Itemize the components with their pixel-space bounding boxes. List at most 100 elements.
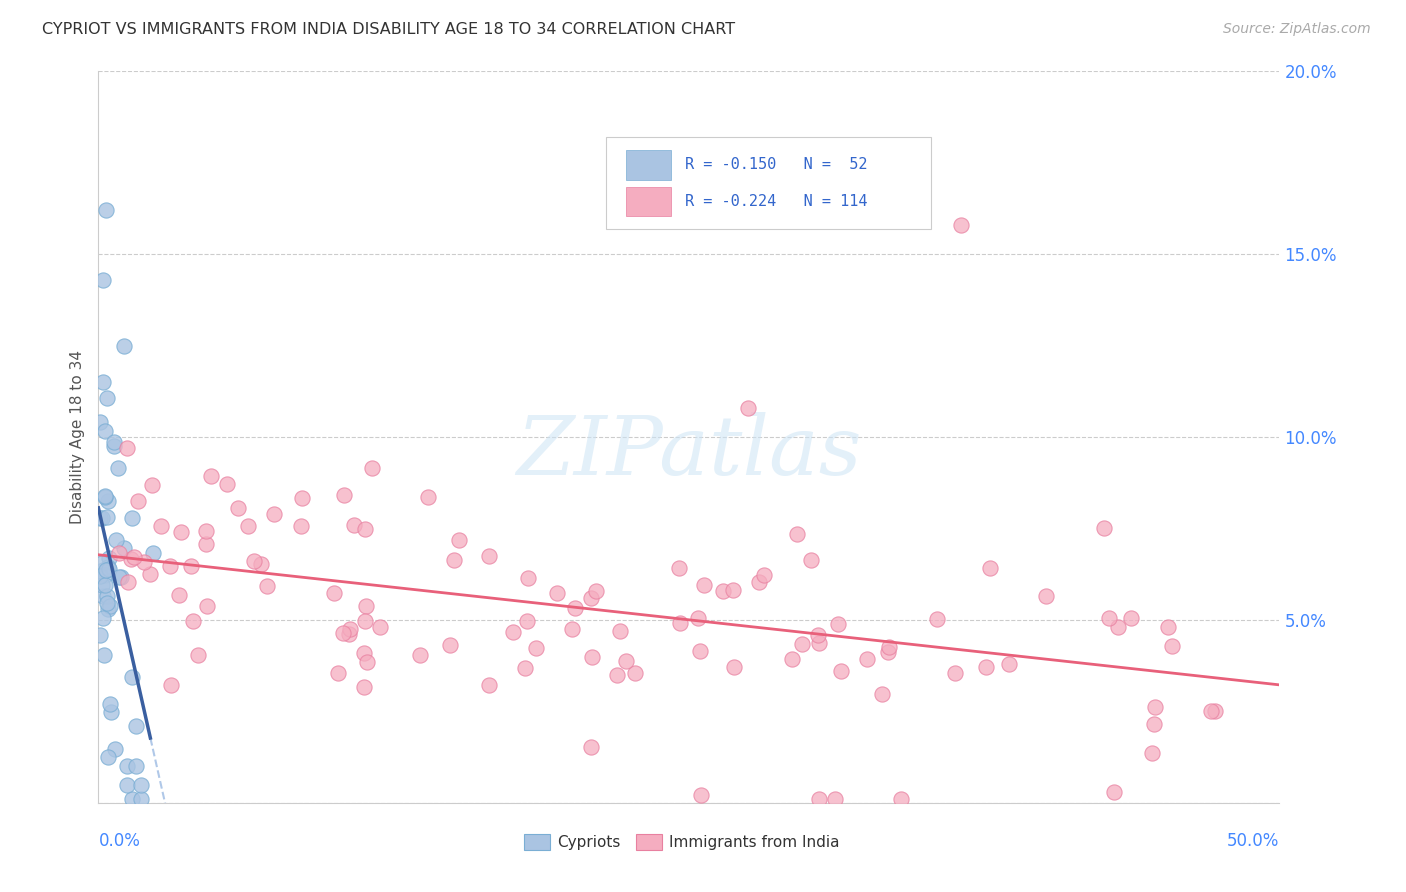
Point [564,601,586,615]
Point [121,792,143,806]
Point [94,568,117,582]
Text: ZIPatlas: ZIPatlas [516,412,862,491]
Point [925,612,948,626]
Point [606,668,628,682]
Point [353,681,375,695]
Point [546,585,568,599]
Point [409,648,432,662]
Point [115,778,138,792]
Point [561,623,583,637]
Point [91,273,114,287]
Point [579,591,602,606]
Bar [626,187,671,216]
Point [998,657,1021,672]
Text: CYPRIOT VS IMMIGRANTS FROM INDIA DISABILITY AGE 18 TO 34 CORRELATION CHART: CYPRIOT VS IMMIGRANTS FROM INDIA DISABIL… [42,22,735,37]
Point [97,602,120,616]
Point [96,596,118,610]
Point [187,648,209,662]
Point [115,442,138,456]
Point [800,553,823,567]
Point [877,645,900,659]
Point [103,434,125,449]
Point [105,533,128,547]
Point [737,401,759,415]
Point [103,439,125,453]
Text: 0.0%: 0.0% [98,832,141,850]
Point [94,489,117,503]
Point [91,589,114,603]
Point [141,546,163,560]
Point [91,375,114,389]
Point [100,705,122,719]
Point [974,660,997,674]
Point [780,652,803,666]
Point [115,759,138,773]
Point [827,616,849,631]
Point [356,655,378,669]
Point [721,583,744,598]
Point [94,203,117,218]
Point [122,550,145,565]
Point [91,610,114,624]
Point [1143,716,1166,731]
Point [579,740,602,755]
Point [263,508,285,522]
Point [870,687,893,701]
Point [752,567,775,582]
Point [949,218,972,232]
Point [416,490,439,504]
Point [110,570,132,584]
Point [89,569,111,583]
Point [159,559,181,574]
Point [513,661,536,675]
Point [107,461,129,475]
Point [91,563,114,577]
Point [236,518,259,533]
Point [93,648,115,662]
Point [616,654,638,668]
Point [125,759,148,773]
Point [343,517,366,532]
Point [830,664,852,678]
Text: Immigrants from India: Immigrants from India [669,835,839,850]
Point [747,575,769,590]
Point [97,750,120,764]
Point [290,518,312,533]
Point [97,562,120,576]
Bar [626,151,671,179]
Point [141,478,163,492]
Point [339,622,361,636]
Point [150,519,173,533]
Point [256,579,278,593]
Point [129,778,152,792]
Point [134,555,156,569]
Point [1102,785,1125,799]
Point [181,615,204,629]
Point [121,510,143,524]
Point [94,563,117,577]
Point [194,537,217,551]
Point [1143,699,1166,714]
Point [609,624,631,638]
Point [226,501,249,516]
Point [478,549,501,564]
Point [96,510,118,524]
Point [1201,704,1223,718]
Point [194,524,217,538]
Point [807,792,830,806]
Point [243,554,266,568]
Point [94,578,117,592]
Point [332,625,354,640]
Point [669,615,692,630]
Point [581,649,603,664]
Point [808,636,831,650]
Bar [636,834,662,850]
Point [291,491,314,506]
Point [323,585,346,599]
Point [668,561,690,575]
Point [93,424,115,438]
Point [1204,705,1226,719]
Point [98,697,121,711]
Text: R = -0.150   N =  52: R = -0.150 N = 52 [685,158,868,172]
Y-axis label: Disability Age 18 to 34: Disability Age 18 to 34 [70,350,86,524]
